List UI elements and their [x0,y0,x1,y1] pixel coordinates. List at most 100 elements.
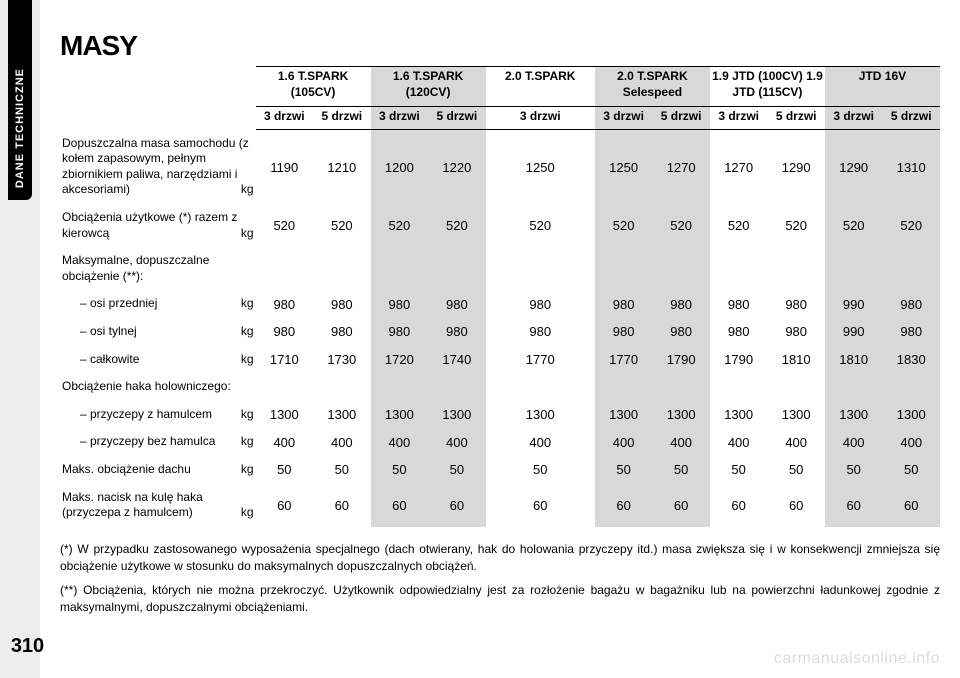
table-cell: 60 [767,484,825,527]
col-header: JTD 16V [825,67,940,107]
table-cell: 1830 [882,346,940,374]
table-cell: 400 [825,428,883,456]
page-content: MASY 1.6 T.SPARK (105CV)1.6 T.SPARK (120… [60,30,940,624]
table-cell: 60 [486,484,595,527]
table-cell: 400 [313,428,371,456]
table-cell: 520 [710,204,768,247]
table-cell: 400 [882,428,940,456]
table-cell: 400 [767,428,825,456]
table-cell: 520 [256,204,314,247]
table-cell: 60 [595,484,653,527]
table-cell: 50 [767,456,825,484]
table-cell: 400 [486,428,595,456]
table-cell: 60 [371,484,429,527]
row-label: – osi tylnejkg [60,318,256,346]
table-cell: 980 [652,290,710,318]
table-cell: 400 [595,428,653,456]
table-cell: 980 [428,318,486,346]
table-cell: 1300 [371,401,429,429]
table-cell: 1190 [256,130,314,204]
table-cell [652,373,710,401]
table-cell: 1300 [767,401,825,429]
table-cell: 980 [371,318,429,346]
table-cell: 520 [313,204,371,247]
table-cell: 980 [710,318,768,346]
col-header: 1.6 T.SPARK (120CV) [371,67,486,107]
row-label: Maks. obciążenie dachukg [60,456,256,484]
table-cell: 60 [710,484,768,527]
table-cell [428,247,486,290]
table-cell: 50 [428,456,486,484]
row-label: – przyczepy bez hamulcakg [60,428,256,456]
table-cell: 50 [825,456,883,484]
table-cell: 1250 [486,130,595,204]
table-cell: 980 [313,290,371,318]
table-cell: 520 [428,204,486,247]
col-subheader: 5 drzwi [767,107,825,130]
table-cell: 980 [882,318,940,346]
table-cell [371,247,429,290]
table-cell [256,373,314,401]
table-cell [313,373,371,401]
table-cell: 50 [595,456,653,484]
table-cell: 1810 [825,346,883,374]
table-cell: 60 [882,484,940,527]
row-label: Maksymalne, dopuszczalne obciążenie (**)… [60,247,256,290]
table-cell: 980 [595,290,653,318]
table-cell: 1730 [313,346,371,374]
table-cell: 520 [486,204,595,247]
row-label: – całkowitekg [60,346,256,374]
table-cell: 980 [256,290,314,318]
table-cell: 1710 [256,346,314,374]
table-cell [825,373,883,401]
table-cell [825,247,883,290]
row-label: – przyczepy z hamulcemkg [60,401,256,429]
row-label: Dopuszczalna masa samochodu (z kołem zap… [60,130,256,204]
table-cell: 400 [256,428,314,456]
col-subheader: 5 drzwi [882,107,940,130]
table-cell [882,247,940,290]
table-cell: 400 [710,428,768,456]
table-cell: 50 [371,456,429,484]
table-cell: 980 [428,290,486,318]
row-label: Obciążenie haka holowniczego: [60,373,256,401]
table-cell [652,247,710,290]
col-header: 1.6 T.SPARK (105CV) [256,67,371,107]
table-cell: 50 [313,456,371,484]
table-cell: 1300 [710,401,768,429]
table-cell: 400 [428,428,486,456]
table-cell: 980 [313,318,371,346]
col-subheader: 5 drzwi [313,107,371,130]
table-cell: 1720 [371,346,429,374]
table-cell: 1790 [652,346,710,374]
table-cell: 980 [882,290,940,318]
table-cell: 60 [428,484,486,527]
table-cell: 980 [595,318,653,346]
table-cell: 60 [256,484,314,527]
col-subheader: 3 drzwi [710,107,768,130]
col-subheader: 3 drzwi [371,107,429,130]
row-label: Obciążenia użytkowe (*) razem z kierowcą… [60,204,256,247]
table-cell: 520 [767,204,825,247]
table-cell: 1270 [652,130,710,204]
col-subheader: 3 drzwi [256,107,314,130]
table-cell: 1300 [428,401,486,429]
table-cell: 60 [825,484,883,527]
table-cell: 980 [767,318,825,346]
table-cell: 1300 [595,401,653,429]
table-cell: 1270 [710,130,768,204]
col-subheader: 3 drzwi [595,107,653,130]
table-cell: 990 [825,290,883,318]
table-cell: 1300 [882,401,940,429]
table-cell: 1300 [486,401,595,429]
side-tab-label: DANE TECHNICZNE [14,68,26,188]
table-cell: 520 [652,204,710,247]
col-subheader: 5 drzwi [428,107,486,130]
table-cell: 980 [486,318,595,346]
table-cell: 1250 [595,130,653,204]
table-cell [256,247,314,290]
table-cell [710,247,768,290]
col-header: 1.9 JTD (100CV) 1.9 JTD (115CV) [710,67,825,107]
table-cell: 1290 [767,130,825,204]
table-cell [767,373,825,401]
